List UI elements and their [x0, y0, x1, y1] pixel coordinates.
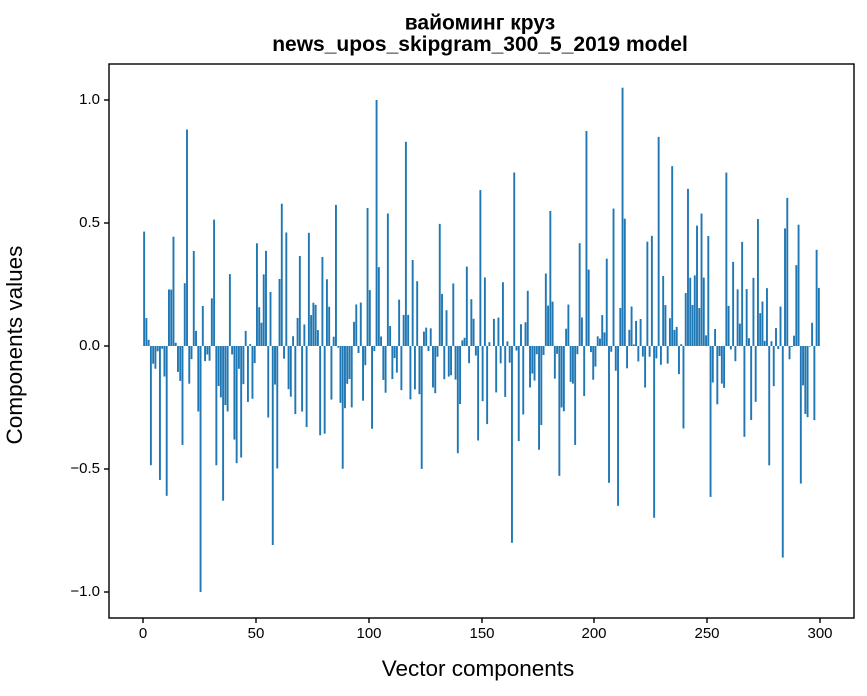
svg-text:0: 0: [139, 625, 147, 642]
svg-text:Components values: Components values: [2, 246, 27, 445]
svg-text:150: 150: [469, 625, 494, 642]
svg-text:news_upos_skipgram_300_5_2019: news_upos_skipgram_300_5_2019 model: [272, 33, 688, 56]
svg-text:Vector components: Vector components: [382, 656, 575, 681]
svg-text:вайоминг круз: вайоминг круз: [405, 12, 555, 35]
svg-text:300: 300: [807, 625, 832, 642]
svg-text:−0.5: −0.5: [70, 460, 100, 477]
svg-text:50: 50: [248, 625, 265, 642]
svg-text:0.0: 0.0: [79, 337, 100, 354]
svg-text:100: 100: [356, 625, 381, 642]
svg-text:1.0: 1.0: [79, 91, 100, 108]
svg-text:250: 250: [694, 625, 719, 642]
svg-text:200: 200: [581, 625, 606, 642]
svg-text:0.5: 0.5: [79, 214, 100, 231]
svg-text:−1.0: −1.0: [70, 583, 100, 600]
